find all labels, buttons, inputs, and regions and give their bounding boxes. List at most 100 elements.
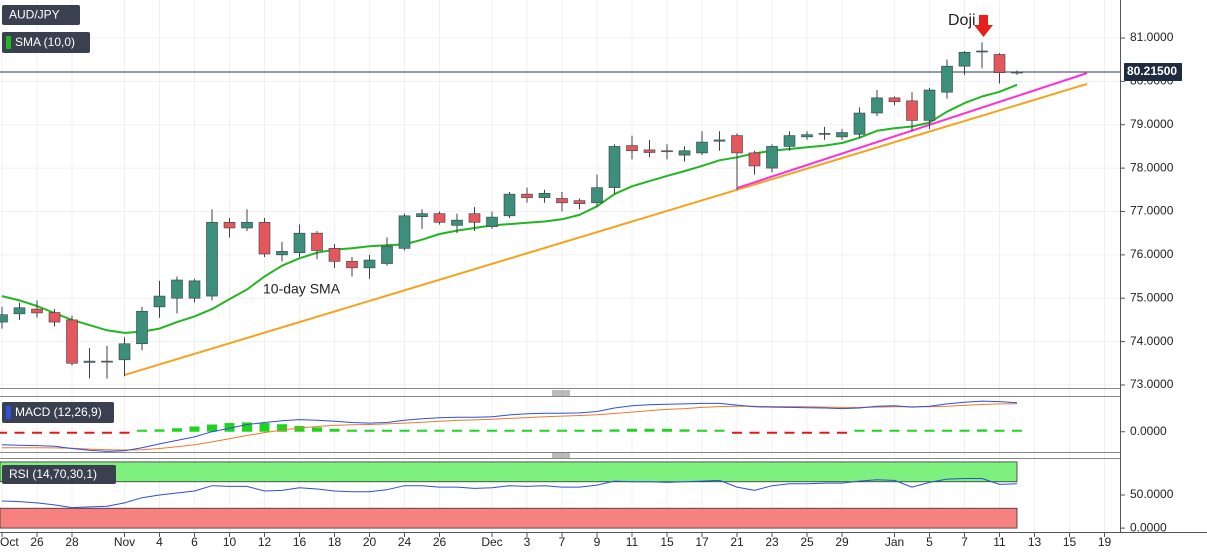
y-tick-label: 0.0000	[1130, 520, 1167, 534]
macd-histogram-bar	[592, 429, 602, 432]
x-tick-label: 26	[30, 535, 44, 549]
rsi-band	[0, 461, 1018, 483]
rsi-band	[0, 507, 1018, 529]
candle-body	[468, 213, 481, 223]
macd-histogram-bar	[872, 429, 882, 432]
last-price-label: 80.21500	[1127, 64, 1177, 78]
macd-signal-line	[2, 403, 1018, 451]
x-tick-label: 9	[594, 535, 601, 549]
candle-body	[258, 222, 271, 255]
x-tick-label: 29	[835, 535, 849, 549]
candle-body	[923, 89, 936, 121]
macd-histogram-bar	[312, 427, 322, 432]
x-tick-label: 5	[926, 535, 933, 549]
candle-body	[783, 135, 796, 147]
x-tick-label: 16	[293, 535, 307, 549]
candle-body	[153, 295, 166, 308]
candle-body	[451, 219, 463, 226]
x-tick-label: 24	[398, 535, 412, 549]
macd-histogram-bar	[837, 431, 847, 434]
candle-body	[13, 307, 26, 315]
macd-histogram-bar	[977, 429, 987, 432]
y-tick-label: 79.0000	[1130, 117, 1174, 131]
macd-histogram-bar	[574, 429, 585, 432]
x-tick-label: 26	[433, 535, 447, 549]
candle-body	[381, 245, 393, 264]
y-tick-label: 73.0000	[1130, 377, 1174, 391]
candle-body	[223, 222, 236, 229]
legend-swatch	[6, 406, 11, 419]
candle-body	[486, 216, 498, 227]
legend-swatch	[6, 36, 11, 49]
candle-body	[328, 248, 341, 262]
candle-body	[818, 133, 831, 135]
candle-body	[766, 146, 778, 169]
x-tick-label: Oct	[0, 535, 19, 549]
macd-histogram-bar	[714, 429, 725, 432]
macd-histogram-bar	[102, 431, 112, 434]
candle-body	[853, 112, 866, 135]
candle-body	[433, 213, 446, 223]
macd-histogram-bar	[207, 424, 217, 432]
macd-label: MACD (12,26,9)	[15, 405, 102, 419]
macd-histogram-bar	[644, 428, 655, 432]
candle-body	[241, 222, 253, 229]
macd-histogram-bar	[942, 429, 952, 432]
macd-histogram-bar	[907, 429, 917, 432]
candle-body	[626, 145, 638, 152]
x-tick-label: 13	[1028, 535, 1042, 549]
candle-body	[171, 279, 183, 299]
x-tick-label: 25	[800, 535, 814, 549]
macd-histogram-bar	[242, 422, 252, 432]
x-tick-label: 7	[961, 535, 968, 549]
candle-body	[346, 261, 358, 269]
sma-label: SMA (10,0)	[15, 35, 75, 49]
legend-box	[2, 402, 114, 423]
macd-histogram-bar	[1012, 429, 1022, 432]
x-tick-label: 19	[1098, 535, 1112, 549]
last-price-box	[1124, 63, 1182, 82]
macd-histogram-bar	[784, 431, 795, 434]
candle-body	[188, 280, 201, 299]
macd-histogram-bar	[767, 431, 777, 434]
candle-body	[363, 259, 376, 269]
x-tick-label: 21	[730, 535, 744, 549]
macd-histogram-bar	[417, 429, 427, 432]
candle-body	[293, 232, 306, 253]
macd-histogram-bar	[557, 429, 567, 432]
x-tick-label: 10	[223, 535, 237, 549]
candle-body	[976, 50, 988, 53]
x-tick-label: 20	[363, 535, 377, 549]
candle-body	[503, 193, 516, 217]
macd-histogram-bar	[697, 429, 707, 432]
rsi-label: RSI (14,70,30,1)	[9, 467, 97, 481]
candle-body	[678, 150, 691, 156]
candle-body	[1011, 71, 1023, 74]
macd-histogram-bar	[172, 428, 182, 432]
macd-histogram-bar	[329, 428, 340, 432]
candle-body	[696, 141, 708, 154]
candle-body	[591, 187, 603, 204]
macd-histogram-bar	[277, 424, 287, 432]
macd-histogram-bar	[889, 429, 900, 432]
candle-body	[118, 343, 131, 361]
annotation: Doji	[948, 12, 976, 29]
candle-body	[101, 360, 113, 363]
candle-body	[276, 251, 288, 256]
macd-histogram-bar	[259, 423, 270, 432]
candle-body	[206, 222, 218, 297]
candle-body	[713, 139, 726, 142]
macd-histogram-bar	[189, 426, 200, 432]
macd-line	[1, 400, 1018, 452]
x-tick-label: 7	[559, 535, 566, 549]
x-tick-label: Nov	[114, 535, 135, 549]
candle-body	[311, 232, 323, 251]
candle-body	[993, 54, 1006, 73]
legend-box	[2, 465, 116, 484]
main-layer: Oct 26 28 Nov 4 6 10 12 16 18 20 24 26 Dec 3 7 9 11 15 17 21…	[0, 30, 1182, 549]
x-tick-label: 12	[258, 535, 272, 549]
macd-histogram-bar	[84, 431, 95, 434]
macd-histogram-bar	[452, 429, 462, 432]
trendline	[124, 83, 1088, 376]
